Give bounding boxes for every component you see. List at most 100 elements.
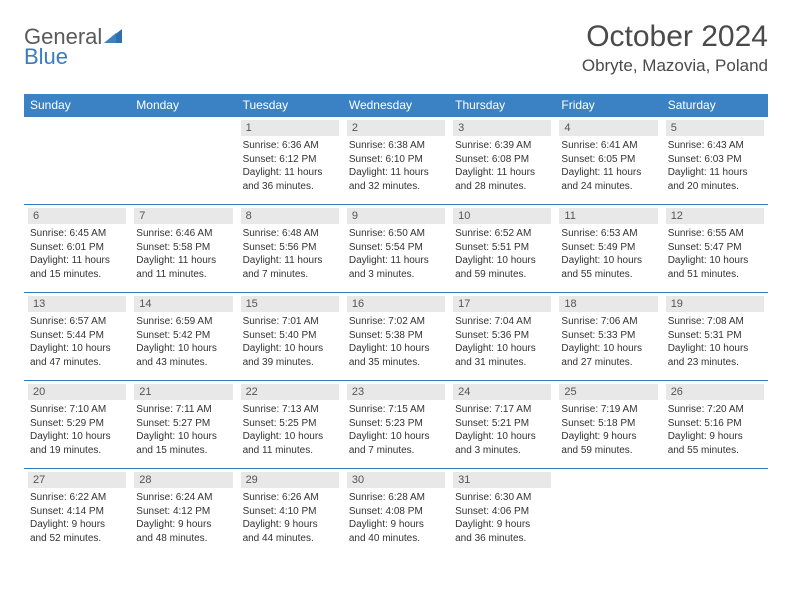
- sunset-text: Sunset: 6:03 PM: [668, 153, 762, 167]
- week-row: 6Sunrise: 6:45 AMSunset: 6:01 PMDaylight…: [24, 205, 768, 293]
- day-cell: 27Sunrise: 6:22 AMSunset: 4:14 PMDayligh…: [24, 469, 130, 557]
- day-number: 4: [559, 120, 657, 136]
- day-number: 9: [347, 208, 445, 224]
- week-row: 20Sunrise: 7:10 AMSunset: 5:29 PMDayligh…: [24, 381, 768, 469]
- sunset-text: Sunset: 5:18 PM: [561, 417, 655, 431]
- title-block: October 2024 Obryte, Mazovia, Poland: [582, 20, 768, 76]
- day-cell: 22Sunrise: 7:13 AMSunset: 5:25 PMDayligh…: [237, 381, 343, 469]
- day-header-tuesday: Tuesday: [237, 94, 343, 117]
- sunrise-text: Sunrise: 6:38 AM: [349, 139, 443, 153]
- day-info: Sunrise: 6:30 AMSunset: 4:06 PMDaylight:…: [453, 491, 551, 545]
- day-info: Sunrise: 6:28 AMSunset: 4:08 PMDaylight:…: [347, 491, 445, 545]
- daylight-text: Daylight: 9 hours and 40 minutes.: [349, 518, 443, 545]
- day-info: Sunrise: 7:17 AMSunset: 5:21 PMDaylight:…: [453, 403, 551, 457]
- sunset-text: Sunset: 5:49 PM: [561, 241, 655, 255]
- day-cell: 7Sunrise: 6:46 AMSunset: 5:58 PMDaylight…: [130, 205, 236, 293]
- day-number: 20: [28, 384, 126, 400]
- sunset-text: Sunset: 4:14 PM: [30, 505, 124, 519]
- month-title: October 2024: [582, 20, 768, 54]
- day-number: 29: [241, 472, 339, 488]
- day-info: Sunrise: 7:15 AMSunset: 5:23 PMDaylight:…: [347, 403, 445, 457]
- sunset-text: Sunset: 4:10 PM: [243, 505, 337, 519]
- day-info: Sunrise: 6:39 AMSunset: 6:08 PMDaylight:…: [453, 139, 551, 193]
- header: General October 2024 Obryte, Mazovia, Po…: [24, 20, 768, 76]
- day-number: 23: [347, 384, 445, 400]
- empty-day-cell: [130, 117, 236, 205]
- day-cell: 30 Sunrise: 6:28 AMSunset: 4:08 PMDayligh…: [343, 469, 449, 557]
- day-info: Sunrise: 7:08 AMSunset: 5:31 PMDaylight:…: [666, 315, 764, 369]
- day-number: 18: [559, 296, 657, 312]
- daylight-text: Daylight: 10 hours and 3 minutes.: [455, 430, 549, 457]
- daylight-text: Daylight: 9 hours and 55 minutes.: [668, 430, 762, 457]
- sunrise-text: Sunrise: 6:43 AM: [668, 139, 762, 153]
- calendar-table: SundayMondayTuesdayWednesdayThursdayFrid…: [24, 94, 768, 557]
- day-info: Sunrise: 6:48 AMSunset: 5:56 PMDaylight:…: [241, 227, 339, 281]
- sunset-text: Sunset: 5:25 PM: [243, 417, 337, 431]
- daylight-text: Daylight: 11 hours and 28 minutes.: [455, 166, 549, 193]
- sunrise-text: Sunrise: 7:11 AM: [136, 403, 230, 417]
- daylight-text: Daylight: 11 hours and 15 minutes.: [30, 254, 124, 281]
- day-cell: 19Sunrise: 7:08 AMSunset: 5:31 PMDayligh…: [662, 293, 768, 381]
- empty-day-cell: [555, 469, 661, 557]
- day-cell: 28Sunrise: 6:24 AMSunset: 4:12 PMDayligh…: [130, 469, 236, 557]
- day-cell: 6Sunrise: 6:45 AMSunset: 6:01 PMDaylight…: [24, 205, 130, 293]
- day-cell: 26Sunrise: 7:20 AMSunset: 5:16 PMDayligh…: [662, 381, 768, 469]
- location-text: Obryte, Mazovia, Poland: [582, 56, 768, 76]
- day-number: 11: [559, 208, 657, 224]
- daylight-text: Daylight: 10 hours and 19 minutes.: [30, 430, 124, 457]
- week-row: 13Sunrise: 6:57 AMSunset: 5:44 PMDayligh…: [24, 293, 768, 381]
- sunset-text: Sunset: 5:58 PM: [136, 241, 230, 255]
- day-cell: 23 Sunrise: 7:15 AMSunset: 5:23 PMDayligh…: [343, 381, 449, 469]
- day-cell: 4Sunrise: 6:41 AMSunset: 6:05 PMDaylight…: [555, 117, 661, 205]
- sunset-text: Sunset: 5:31 PM: [668, 329, 762, 343]
- sunrise-text: Sunrise: 7:17 AM: [455, 403, 549, 417]
- day-info: Sunrise: 6:53 AMSunset: 5:49 PMDaylight:…: [559, 227, 657, 281]
- daylight-text: Daylight: 10 hours and 51 minutes.: [668, 254, 762, 281]
- sunrise-text: Sunrise: 6:55 AM: [668, 227, 762, 241]
- day-number: 17: [453, 296, 551, 312]
- day-info: Sunrise: 6:57 AMSunset: 5:44 PMDaylight:…: [28, 315, 126, 369]
- sunset-text: Sunset: 5:23 PM: [349, 417, 443, 431]
- sunrise-text: Sunrise: 6:24 AM: [136, 491, 230, 505]
- day-cell: 21Sunrise: 7:11 AMSunset: 5:27 PMDayligh…: [130, 381, 236, 469]
- sunset-text: Sunset: 4:12 PM: [136, 505, 230, 519]
- sunrise-text: Sunrise: 7:08 AM: [668, 315, 762, 329]
- daylight-text: Daylight: 11 hours and 36 minutes.: [243, 166, 337, 193]
- day-number: 16: [347, 296, 445, 312]
- day-number: 24: [453, 384, 551, 400]
- day-number: 2: [347, 120, 445, 136]
- day-number: 25: [559, 384, 657, 400]
- daylight-text: Daylight: 9 hours and 59 minutes.: [561, 430, 655, 457]
- day-info: Sunrise: 6:26 AMSunset: 4:10 PMDaylight:…: [241, 491, 339, 545]
- day-number: 10: [453, 208, 551, 224]
- sunset-text: Sunset: 4:06 PM: [455, 505, 549, 519]
- day-cell: 9Sunrise: 6:50 AMSunset: 5:54 PMDaylight…: [343, 205, 449, 293]
- day-info: Sunrise: 6:38 AMSunset: 6:10 PMDaylight:…: [347, 139, 445, 193]
- day-header-thursday: Thursday: [449, 94, 555, 117]
- sunset-text: Sunset: 6:01 PM: [30, 241, 124, 255]
- day-cell: 24 Sunrise: 7:17 AMSunset: 5:21 PMDayligh…: [449, 381, 555, 469]
- sunrise-text: Sunrise: 7:15 AM: [349, 403, 443, 417]
- day-number: 30: [347, 472, 445, 488]
- sunrise-text: Sunrise: 6:45 AM: [30, 227, 124, 241]
- day-info: Sunrise: 6:22 AMSunset: 4:14 PMDaylight:…: [28, 491, 126, 545]
- sunset-text: Sunset: 5:40 PM: [243, 329, 337, 343]
- day-cell: 12Sunrise: 6:55 AMSunset: 5:47 PMDayligh…: [662, 205, 768, 293]
- sunset-text: Sunset: 5:33 PM: [561, 329, 655, 343]
- day-cell: 3Sunrise: 6:39 AMSunset: 6:08 PMDaylight…: [449, 117, 555, 205]
- sunrise-text: Sunrise: 6:39 AM: [455, 139, 549, 153]
- day-header-friday: Friday: [555, 94, 661, 117]
- day-header-wednesday: Wednesday: [343, 94, 449, 117]
- sunset-text: Sunset: 6:05 PM: [561, 153, 655, 167]
- logo-text-blue: Blue: [24, 44, 68, 69]
- logo-triangle-icon: [104, 27, 122, 48]
- sunrise-text: Sunrise: 7:06 AM: [561, 315, 655, 329]
- day-header-row: SundayMondayTuesdayWednesdayThursdayFrid…: [24, 94, 768, 117]
- sunrise-text: Sunrise: 7:13 AM: [243, 403, 337, 417]
- day-cell: 15Sunrise: 7:01 AMSunset: 5:40 PMDayligh…: [237, 293, 343, 381]
- sunset-text: Sunset: 5:54 PM: [349, 241, 443, 255]
- sunset-text: Sunset: 5:38 PM: [349, 329, 443, 343]
- day-header-sunday: Sunday: [24, 94, 130, 117]
- daylight-text: Daylight: 9 hours and 52 minutes.: [30, 518, 124, 545]
- day-cell: 14Sunrise: 6:59 AMSunset: 5:42 PMDayligh…: [130, 293, 236, 381]
